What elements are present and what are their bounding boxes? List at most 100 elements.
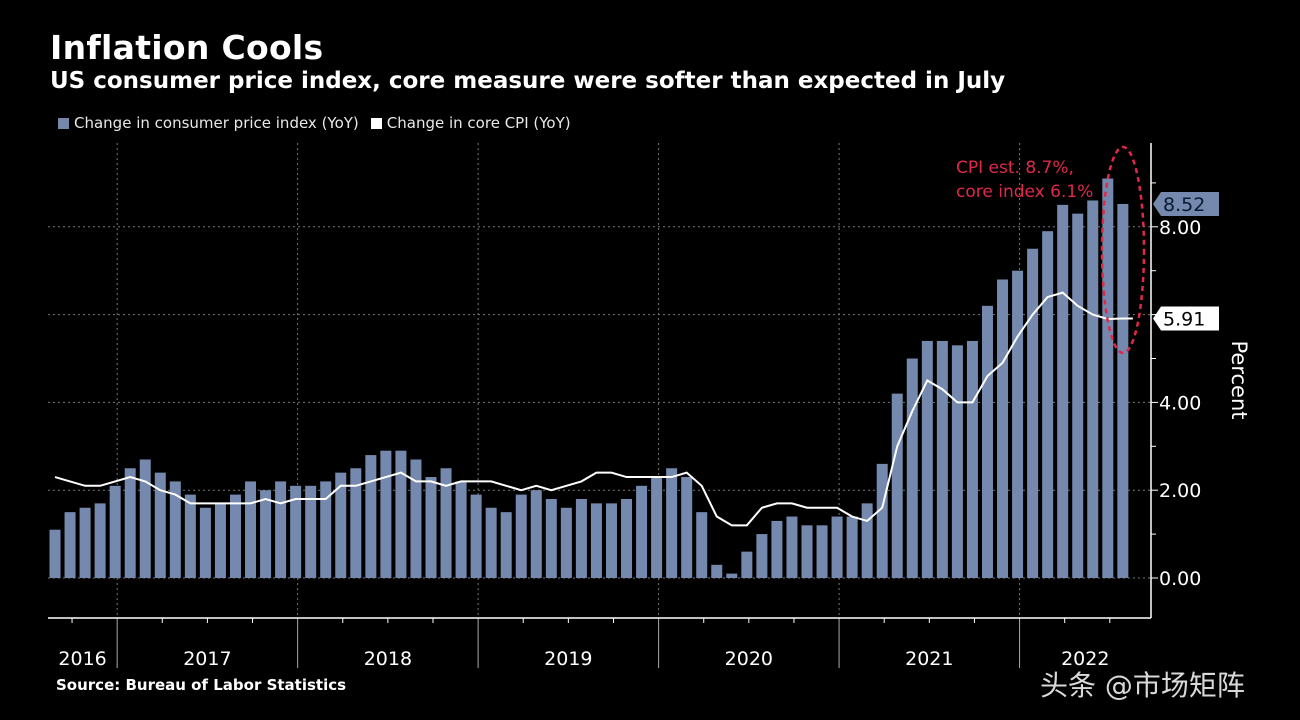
cpi-bar bbox=[410, 459, 422, 578]
cpi-bar bbox=[500, 512, 512, 578]
source-note: Source: Bureau of Labor Statistics bbox=[56, 676, 347, 694]
cpi-bar bbox=[94, 503, 106, 578]
cpi-bar bbox=[681, 477, 693, 578]
cpi-bar bbox=[470, 494, 482, 578]
legend-swatch-cpi bbox=[58, 117, 69, 129]
cpi-bar bbox=[621, 498, 633, 578]
cpi-bar bbox=[906, 358, 918, 578]
cpi-bar bbox=[560, 507, 572, 578]
cpi-bar bbox=[139, 459, 151, 578]
cpi-bar bbox=[1042, 231, 1054, 578]
cpi-bar bbox=[1027, 248, 1039, 578]
cpi-bar bbox=[440, 468, 452, 578]
cpi-bar bbox=[154, 472, 166, 578]
cpi-bar bbox=[666, 468, 678, 578]
cpi-bar bbox=[861, 503, 873, 578]
cpi-bar bbox=[891, 393, 903, 578]
cpi-bar bbox=[530, 490, 542, 578]
cpi-bar bbox=[395, 450, 407, 578]
cpi-bar bbox=[771, 520, 783, 578]
x-year-label: 2016 bbox=[58, 648, 106, 670]
cpi-bar bbox=[290, 485, 302, 578]
cpi-bar bbox=[951, 345, 963, 578]
x-year-label: 2020 bbox=[725, 648, 773, 670]
cpi-bar bbox=[831, 516, 843, 578]
cpi-bar bbox=[1072, 213, 1084, 578]
y-tick-label: 8.00 bbox=[1159, 217, 1201, 239]
x-year-label: 2022 bbox=[1061, 648, 1109, 670]
cpi-bar bbox=[756, 534, 768, 578]
legend-item-cpi: Change in consumer price index (YoY) bbox=[58, 114, 359, 132]
cpi-bar bbox=[260, 490, 272, 578]
cpi-bar bbox=[981, 305, 993, 578]
cpi-bar bbox=[275, 481, 287, 578]
cpi-bar bbox=[199, 507, 211, 578]
cpi-bar bbox=[455, 481, 467, 578]
cpi-bar bbox=[245, 481, 257, 578]
cpi-bar bbox=[335, 472, 347, 578]
y-tick-label: 4.00 bbox=[1159, 392, 1201, 414]
annotation-ellipse bbox=[1100, 145, 1146, 355]
cpi-bar bbox=[169, 481, 181, 578]
cpi-last-value-label-bg bbox=[1153, 191, 1219, 216]
cpi-bar bbox=[49, 529, 61, 578]
cpi-bar bbox=[786, 516, 798, 578]
legend-item-core: Change in core CPI (YoY) bbox=[370, 114, 571, 132]
x-year-label: 2018 bbox=[364, 648, 412, 670]
cpi-bar bbox=[184, 494, 196, 578]
legend: Change in consumer price index (YoY) Cha… bbox=[58, 114, 571, 132]
cpi-bar bbox=[711, 564, 723, 578]
cpi-bar bbox=[79, 507, 91, 578]
cpi-bar bbox=[726, 573, 738, 578]
legend-swatch-core bbox=[370, 117, 382, 129]
annotation-line2: core index 6.1% bbox=[956, 182, 1093, 202]
cpi-bar bbox=[1057, 204, 1069, 578]
cpi-bar bbox=[921, 340, 933, 578]
cpi-bar bbox=[1117, 203, 1129, 579]
cpi-bar bbox=[997, 279, 1009, 578]
chart-title: Inflation Cools bbox=[50, 28, 324, 67]
annotation-line1: CPI est. 8.7%, bbox=[956, 158, 1074, 178]
cpi-bar bbox=[365, 455, 377, 578]
cpi-bar bbox=[816, 525, 828, 578]
cpi-bar bbox=[801, 525, 813, 578]
y-tick-label: 2.00 bbox=[1159, 480, 1201, 502]
cpi-bar bbox=[741, 551, 753, 578]
cpi-bar bbox=[605, 503, 617, 578]
cpi-bar bbox=[380, 450, 392, 578]
cpi-bar bbox=[229, 494, 241, 578]
cpi-bar bbox=[876, 463, 888, 578]
cpi-bar bbox=[636, 485, 648, 578]
cpi-bar bbox=[350, 468, 362, 578]
cpi-bar bbox=[214, 503, 226, 578]
x-year-label: 2021 bbox=[905, 648, 953, 670]
cpi-bar bbox=[651, 477, 663, 578]
cpi-bar bbox=[320, 481, 332, 578]
cpi-bar bbox=[545, 498, 557, 578]
cpi-bar bbox=[696, 512, 708, 578]
x-year-label: 2017 bbox=[183, 648, 231, 670]
core-last-value-label: 5.91 bbox=[1163, 309, 1205, 331]
legend-label-core: Change in core CPI (YoY) bbox=[386, 114, 571, 132]
cpi-bar bbox=[966, 340, 978, 578]
cpi-bar bbox=[1012, 270, 1024, 578]
cpi-bar bbox=[575, 498, 587, 578]
cpi-bar bbox=[124, 468, 136, 578]
y-axis-label: Percent bbox=[1227, 340, 1251, 419]
cpi-bar bbox=[305, 485, 317, 578]
cpi-last-value-label: 8.52 bbox=[1163, 194, 1205, 216]
cpi-bar bbox=[515, 494, 527, 578]
cpi-bar bbox=[1087, 200, 1099, 578]
cpi-bar bbox=[936, 340, 948, 578]
cpi-bar bbox=[590, 503, 602, 578]
watermark: 头条 @市场矩阵 bbox=[1040, 669, 1245, 702]
chart-subtitle: US consumer price index, core measure we… bbox=[50, 68, 1006, 94]
y-tick-label: 0.00 bbox=[1159, 568, 1201, 590]
cpi-bar bbox=[64, 512, 76, 578]
cpi-bar bbox=[485, 507, 497, 578]
cpi-bar bbox=[1102, 178, 1114, 578]
cpi-bar bbox=[846, 516, 858, 578]
core-last-value-label-bg bbox=[1153, 306, 1219, 331]
core-cpi-line bbox=[54, 291, 1133, 527]
